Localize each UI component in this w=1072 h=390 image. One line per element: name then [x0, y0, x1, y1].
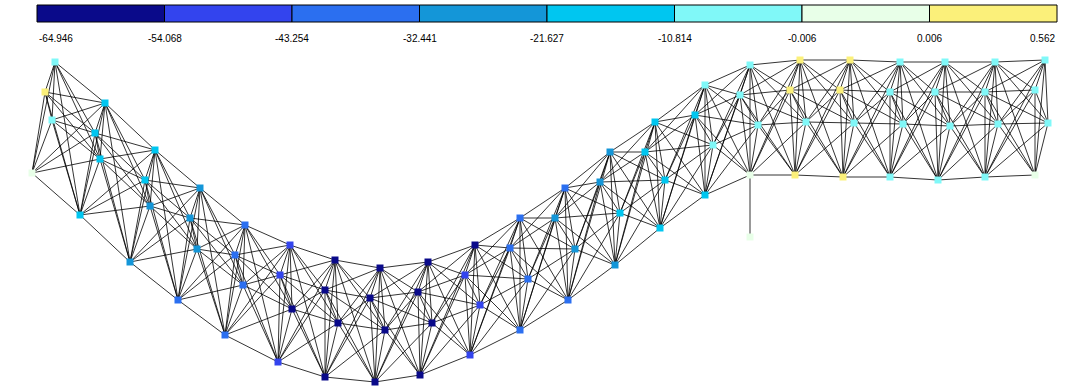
svg-text:-10.814: -10.814 — [658, 33, 692, 44]
svg-text:-32.441: -32.441 — [403, 33, 437, 44]
svg-text:-54.068: -54.068 — [148, 33, 182, 44]
svg-text:-21.627: -21.627 — [530, 33, 564, 44]
svg-text:0.562: 0.562 — [1030, 33, 1055, 44]
svg-text:-43.254: -43.254 — [275, 33, 309, 44]
svg-text:-64.946: -64.946 — [39, 33, 73, 44]
svg-text:0.006: 0.006 — [917, 33, 942, 44]
svg-text:-0.006: -0.006 — [788, 33, 817, 44]
